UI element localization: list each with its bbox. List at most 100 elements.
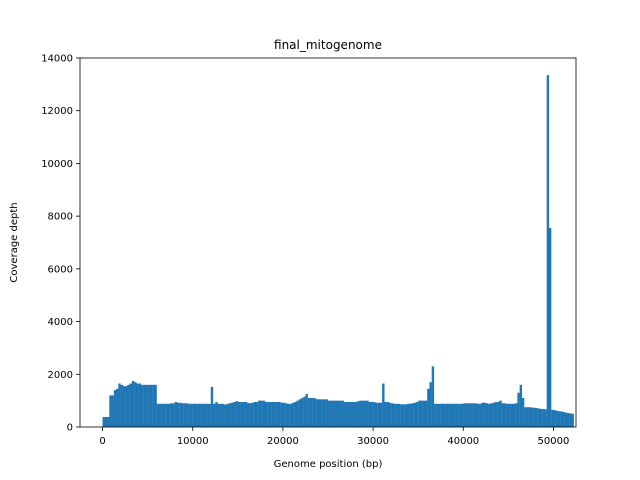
histogram-bar [382,383,385,427]
histogram-bar [183,403,187,427]
histogram-bar [197,403,200,427]
histogram-bar [442,403,446,427]
histogram-bar [373,401,376,427]
histogram-bar [145,384,148,427]
histogram-bar [222,403,225,427]
histogram-bar [201,403,205,427]
histogram-bar [557,411,561,427]
histogram-bar [258,400,261,427]
histogram-bar [300,398,304,427]
histogram-bar [170,403,173,427]
histogram-bar [404,404,408,427]
histogram-bar [431,366,435,427]
histogram-bar [231,402,234,427]
plot-area-frame [79,57,577,428]
histogram-bar [147,384,151,427]
histogram-bar [393,403,396,427]
y-tick-label: 4000 [48,317,73,328]
histogram-bar [152,384,155,427]
histogram-bar [494,401,498,427]
histogram-bar [447,403,450,427]
histogram-bar [483,402,486,427]
histogram-bar [452,403,455,427]
histogram-bar [553,410,556,427]
histogram-bar [472,403,475,427]
histogram-bar [264,401,268,427]
histogram-bar [566,413,570,427]
histogram-bar [199,403,202,427]
histogram-bar [228,403,232,427]
histogram-bar [109,395,112,427]
histogram-bar [470,403,473,427]
histogram-bar [521,398,525,427]
histogram-bar [167,403,171,427]
histogram-bar [548,228,552,427]
histogram-bar [111,395,114,427]
histogram-bar [224,404,227,427]
histogram-bar [287,403,290,427]
histogram-bar [237,401,241,427]
histogram-bar [307,398,311,427]
histogram-bar [508,403,511,427]
histogram-bar [515,403,518,427]
histogram-bar [337,400,340,427]
x-tick-label: 40000 [447,436,479,447]
histogram-bar [296,400,299,427]
histogram-bar [242,401,245,427]
histogram-bar [269,401,272,427]
histogram-bar [316,399,320,427]
histogram-bar [400,404,403,427]
histogram-bar [138,383,142,427]
histogram-bar [503,403,507,427]
histogram-bar [436,403,439,427]
histogram-bar [415,401,419,427]
histogram-bar [282,402,286,427]
histogram-bar [334,400,338,427]
histogram-bar [174,401,178,427]
chart-title: final_mitogenome [274,38,382,52]
histogram-bar [402,404,405,427]
histogram-bar [544,409,547,427]
histogram-bar [456,403,459,427]
histogram-bar [249,403,252,427]
histogram-bar [194,403,198,427]
histogram-bar [120,384,123,427]
histogram-bar [217,403,220,427]
histogram-bar [321,399,324,427]
histogram-bar [314,398,317,427]
histogram-bar [352,401,356,427]
histogram-bar [343,401,347,427]
histogram-bar [125,386,128,427]
histogram-bar [260,400,263,427]
histogram-bar [411,403,414,427]
histogram-bar [219,403,223,427]
y-axis-ticks: 0 2000 4000 6000 8000 10000 12000 14000 [41,54,80,434]
histogram-bar [213,403,216,427]
histogram-bar [285,403,288,427]
histogram-bar [192,403,196,427]
histogram-bar [555,410,559,427]
histogram-bar [298,399,302,427]
histogram-bar [535,408,538,427]
histogram-bar [278,401,281,427]
x-tick-label: 50000 [538,436,570,447]
histogram-bar [165,403,169,427]
histogram-bar [176,402,180,427]
histogram-bar [332,400,335,427]
histogram-bar [289,403,293,427]
histogram-bar [377,402,381,427]
histogram-bar [542,409,545,427]
histogram-bar [107,416,110,427]
histogram-bar [190,403,193,427]
histogram-bar [102,416,105,427]
histogram-bar [395,403,399,427]
histogram-bar [433,403,437,427]
histogram-bar [560,411,563,427]
histogram-bar [440,403,444,427]
histogram-bar [386,401,390,427]
histogram-bar [370,401,374,427]
histogram-bar [564,412,568,427]
histogram-bar [388,402,392,427]
histogram-bar [262,400,266,427]
histogram-bar [113,390,117,427]
